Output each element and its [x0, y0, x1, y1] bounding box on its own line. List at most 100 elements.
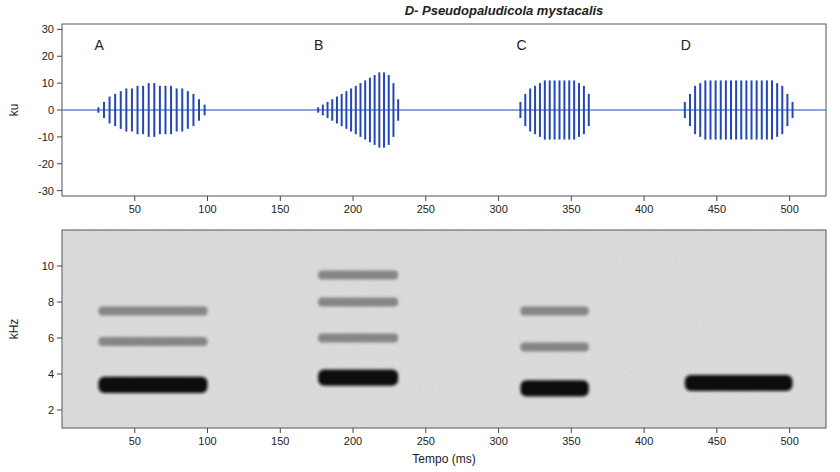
pulse	[103, 102, 105, 118]
y-tick	[57, 163, 62, 164]
figure: D- Pseudopaludicola mystacalis-30-20-100…	[0, 0, 840, 472]
pulse	[554, 80, 556, 139]
x-tick	[571, 428, 572, 433]
pulse	[355, 86, 357, 134]
pulse	[549, 80, 551, 139]
x-tick-label: 500	[780, 203, 798, 215]
x-tick-label: 450	[708, 203, 726, 215]
pulse	[578, 83, 580, 137]
pulse	[756, 80, 758, 139]
y-tick	[57, 374, 62, 375]
pulse	[187, 91, 189, 129]
pulse	[392, 83, 394, 137]
pulse	[322, 105, 324, 116]
y-tick-label: 6	[48, 332, 54, 344]
y-tick	[57, 410, 62, 411]
plot-background	[62, 24, 826, 196]
pulse	[781, 86, 783, 134]
x-tick-label: 500	[780, 435, 798, 447]
plot-frame	[62, 24, 826, 196]
pulse	[699, 83, 701, 137]
y-tick	[57, 190, 62, 191]
pulse	[745, 80, 747, 139]
x-tick-label: 250	[417, 203, 435, 215]
y-axis-title: kHz	[7, 319, 21, 340]
x-tick	[425, 196, 426, 201]
harmonic-band	[318, 271, 398, 280]
pulse	[204, 105, 206, 116]
y-tick-label: 2	[48, 404, 54, 416]
pulse	[792, 102, 794, 118]
y-tick-label: 0	[48, 104, 54, 116]
x-tick-label: 200	[344, 203, 362, 215]
pulse	[720, 80, 722, 139]
pulse	[336, 97, 338, 124]
title: D- Pseudopaludicola mystacalis	[405, 3, 604, 18]
y-tick-label: -30	[38, 185, 54, 197]
x-tick-label: 50	[129, 203, 141, 215]
pulse	[771, 80, 773, 139]
pulse	[345, 91, 347, 129]
x-tick-label: 100	[198, 435, 216, 447]
y-tick	[57, 110, 62, 111]
pulse	[397, 99, 399, 121]
y-tick	[57, 56, 62, 57]
y-axis-title: ku	[7, 104, 21, 117]
pulse	[198, 99, 200, 121]
dominant-band	[98, 377, 207, 393]
pulse	[331, 99, 333, 121]
pulse	[761, 80, 763, 139]
x-tick	[716, 196, 717, 201]
x-tick	[207, 428, 208, 433]
pulse	[573, 80, 575, 139]
pulse	[776, 83, 778, 137]
x-tick	[280, 428, 281, 433]
x-tick	[498, 428, 499, 433]
pulse	[350, 89, 352, 132]
pulse	[740, 80, 742, 139]
marks-0	[62, 72, 826, 147]
pulse	[374, 75, 376, 145]
pulse	[558, 80, 560, 139]
y-tick-label: -10	[38, 131, 54, 143]
pulse	[148, 83, 150, 137]
pulse	[529, 89, 531, 132]
plot-frame	[62, 230, 826, 428]
pulse	[153, 83, 155, 137]
x-tick	[571, 196, 572, 201]
x-tick-label: 450	[708, 435, 726, 447]
y-tick	[57, 136, 62, 137]
pulse	[684, 102, 686, 118]
pulse	[181, 89, 183, 132]
y-tick-label: 10	[42, 260, 54, 272]
x-tick	[134, 428, 135, 433]
x-tick	[280, 196, 281, 201]
harmonic-band	[520, 343, 588, 352]
pulse	[704, 80, 706, 139]
y-tick-label: 8	[48, 296, 54, 308]
pulse	[751, 80, 753, 139]
harmonic-band	[98, 307, 207, 316]
x-tick-label: 150	[271, 203, 289, 215]
pulse	[689, 94, 691, 126]
x-axis-title: Tempo (ms)	[412, 452, 475, 466]
harmonic-band	[520, 307, 588, 316]
pulse	[725, 80, 727, 139]
y-tick-label: 30	[42, 23, 54, 35]
pulse	[97, 107, 99, 112]
dominant-band	[318, 370, 398, 386]
axes-0: -30-20-100102030501001502002503003504004…	[7, 23, 799, 215]
pulse	[534, 86, 536, 134]
dominant-band	[685, 375, 793, 391]
x-tick-label: 50	[129, 435, 141, 447]
pulse	[544, 80, 546, 139]
x-tick	[789, 196, 790, 201]
y-tick	[57, 29, 62, 30]
pulse	[120, 91, 122, 129]
axes-1: 24681050100150200250300350400450500kHz	[7, 260, 799, 447]
x-tick-label: 300	[489, 435, 507, 447]
x-tick-label: 150	[271, 435, 289, 447]
pulse	[539, 83, 541, 137]
pulse	[378, 72, 380, 147]
x-tick-label: 250	[417, 435, 435, 447]
